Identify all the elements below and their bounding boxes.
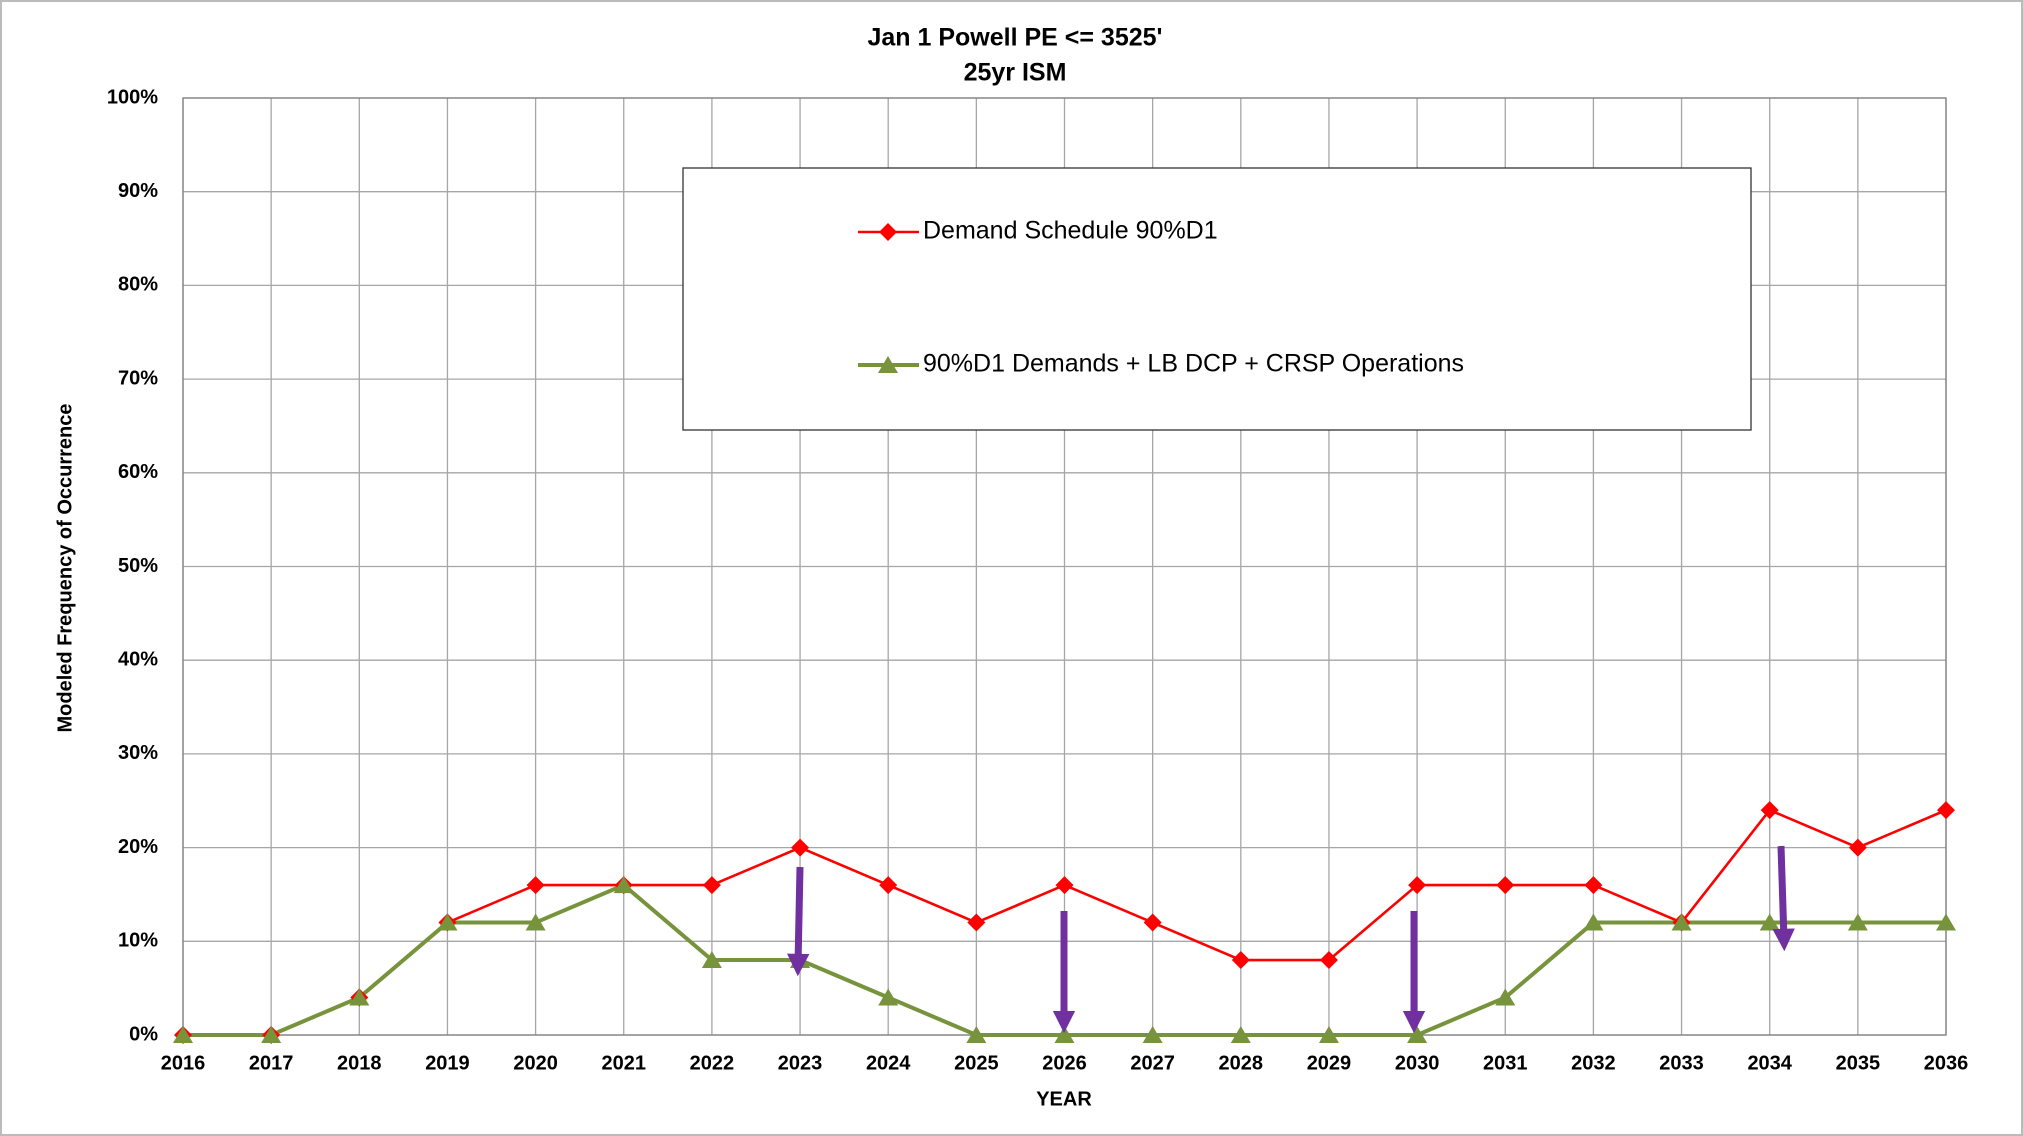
data-point <box>1230 1026 1251 1043</box>
arrow <box>1772 845 1795 952</box>
data-point <box>1496 876 1515 895</box>
y-tick-label: 60% <box>118 461 158 483</box>
data-point <box>879 876 898 895</box>
data-point <box>437 913 458 931</box>
data-point <box>526 876 545 895</box>
x-tick-label: 2036 <box>1924 1052 1969 1074</box>
data-point <box>173 1026 193 1043</box>
plot-area: 0% 10% 20% 30% 40% 50% 60% 70% 80% 90% 100% 2016 201… <box>107 86 1968 1074</box>
legend: Demand Schedule 90%D1 90%D1 Demands + LB … <box>682 167 1752 431</box>
x-tick-label: 2027 <box>1130 1052 1175 1074</box>
data-point <box>1231 951 1250 970</box>
y-tick-label: 80% <box>118 274 158 296</box>
legend-box <box>682 167 1752 431</box>
legend-label: Demand Schedule 90%D1 <box>923 217 1218 245</box>
y-tick-label: 90% <box>118 180 158 202</box>
x-tick-label: 2019 <box>425 1052 470 1074</box>
data-point <box>1495 988 1516 1006</box>
data-point <box>701 951 722 969</box>
x-tick-label: 2029 <box>1307 1052 1352 1074</box>
x-tick-label: 2016 <box>161 1052 206 1074</box>
data-point <box>1142 1026 1163 1043</box>
data-point <box>1847 913 1868 931</box>
x-tick-label: 2032 <box>1571 1052 1616 1074</box>
x-tick-label: 2020 <box>513 1052 558 1074</box>
data-point <box>1583 913 1604 931</box>
y-tick-label: 30% <box>118 742 158 764</box>
data-point <box>613 876 634 894</box>
x-tick-label: 2026 <box>1042 1052 1087 1074</box>
y-tick-label: 100% <box>107 86 158 108</box>
x-tick-label: 2022 <box>690 1052 735 1074</box>
y-axis-label: Modeled Frequency of Occurrence <box>54 404 76 733</box>
data-point <box>1760 801 1779 820</box>
data-point <box>349 988 370 1006</box>
x-tick-label: 2025 <box>954 1052 999 1074</box>
x-axis-label: YEAR <box>1036 1088 1092 1110</box>
data-point <box>525 913 546 931</box>
data-point <box>791 838 810 857</box>
data-point <box>967 913 986 932</box>
x-tick-label: 2034 <box>1747 1052 1792 1074</box>
legend-marker <box>878 356 898 373</box>
legend-label: 90%D1 Demands + LB DCP + CRSP Operations <box>923 350 1464 378</box>
x-tick-label: 2028 <box>1219 1052 1264 1074</box>
data-point <box>1936 913 1956 931</box>
data-point <box>1407 1026 1428 1043</box>
y-tick-label: 0% <box>129 1023 158 1045</box>
data-point <box>1937 801 1955 820</box>
y-tick-label: 10% <box>118 930 158 952</box>
legend-marker <box>879 223 897 241</box>
data-point <box>1759 913 1780 931</box>
arrow <box>787 866 810 977</box>
data-point <box>702 876 721 895</box>
data-point <box>878 988 899 1006</box>
x-tick-label: 2035 <box>1836 1052 1881 1074</box>
x-tick-label: 2021 <box>602 1052 647 1074</box>
x-tick-label: 2024 <box>866 1052 911 1074</box>
x-tick-label: 2030 <box>1395 1052 1440 1074</box>
data-point <box>1055 876 1074 895</box>
x-tick-label: 2018 <box>337 1052 382 1074</box>
data-point <box>1143 913 1162 932</box>
y-tick-label: 50% <box>118 555 158 577</box>
annotation-arrows <box>787 845 1795 1034</box>
data-point <box>1408 876 1427 895</box>
x-tick-label: 2033 <box>1659 1052 1704 1074</box>
data-point <box>261 1026 282 1043</box>
data-point <box>1848 838 1867 857</box>
data-point <box>1319 951 1338 970</box>
x-tick-label: 2023 <box>778 1052 823 1074</box>
chart-title: Jan 1 Powell PE <= 3525' <box>867 24 1162 52</box>
data-point <box>1584 876 1603 895</box>
x-tick-label: 2031 <box>1483 1052 1528 1074</box>
x-tick-label: 2017 <box>249 1052 294 1074</box>
chart-subtitle: 25yr ISM <box>964 59 1067 87</box>
data-point <box>1318 1026 1339 1043</box>
y-tick-label: 20% <box>118 836 158 858</box>
y-tick-label: 70% <box>118 367 158 389</box>
data-point <box>966 1026 987 1043</box>
data-point <box>1054 1026 1075 1043</box>
y-tick-label: 40% <box>118 648 158 670</box>
data-point <box>1671 913 1692 931</box>
